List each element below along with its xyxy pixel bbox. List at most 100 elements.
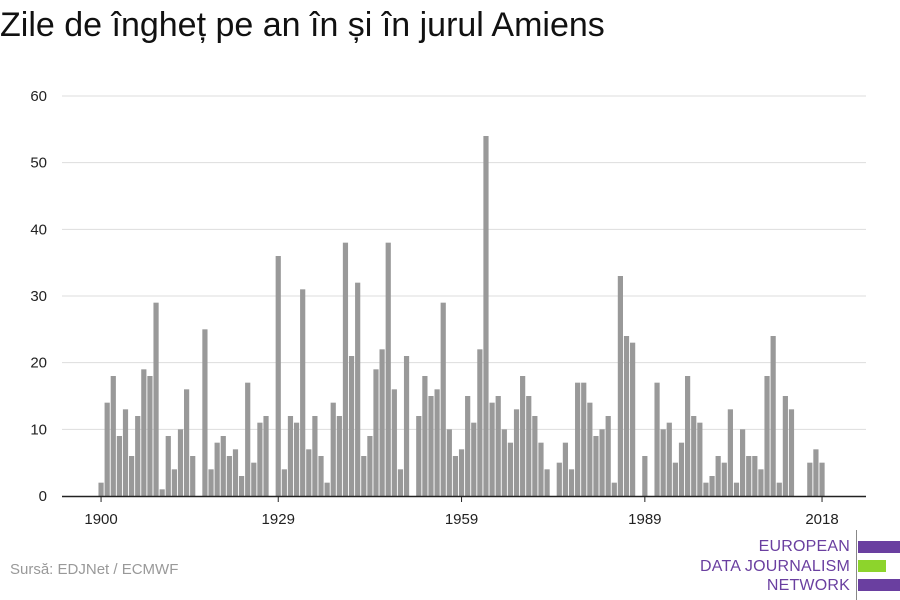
bar-2010 bbox=[770, 336, 776, 496]
bar-1932 bbox=[293, 422, 300, 496]
bar-2009 bbox=[764, 376, 770, 496]
bar-1931 bbox=[287, 416, 294, 496]
bar-1961 bbox=[471, 422, 477, 496]
bar-1905 bbox=[129, 456, 135, 496]
logo-line-1: EUROPEAN bbox=[758, 538, 850, 555]
bar-1975 bbox=[556, 462, 562, 496]
bar-1922 bbox=[232, 449, 239, 496]
bar-1998 bbox=[697, 422, 703, 496]
bar-1970 bbox=[526, 396, 532, 496]
logo-divider bbox=[856, 530, 857, 600]
bar-1968 bbox=[513, 409, 520, 496]
bar-1944 bbox=[367, 436, 373, 496]
bar-1994 bbox=[672, 462, 678, 496]
bar-1939 bbox=[336, 416, 342, 496]
bar-2018 bbox=[819, 462, 825, 496]
bar-1924 bbox=[245, 382, 251, 496]
bar-2002 bbox=[721, 462, 727, 496]
logo-line-2: DATA JOURNALISM bbox=[700, 558, 850, 575]
bar-1919 bbox=[214, 442, 220, 496]
bar-1983 bbox=[605, 416, 611, 496]
bar-1978 bbox=[575, 382, 581, 496]
bar-1949 bbox=[397, 469, 404, 496]
y-tick-label: 30 bbox=[30, 288, 47, 305]
x-tick-label: 1929 bbox=[262, 511, 295, 528]
edjnet-logo[interactable]: EUROPEAN DATA JOURNALISM NETWORK bbox=[700, 530, 900, 600]
bar-1925 bbox=[251, 462, 257, 496]
y-tick-label: 0 bbox=[39, 488, 47, 505]
bar-1999 bbox=[703, 482, 709, 496]
bar-1918 bbox=[208, 469, 214, 496]
bar-1996 bbox=[685, 376, 691, 496]
bar-2008 bbox=[758, 469, 764, 496]
bar-1953 bbox=[422, 376, 428, 496]
bar-1941 bbox=[348, 356, 355, 496]
bar-1960 bbox=[465, 396, 471, 496]
bar-1902 bbox=[110, 376, 116, 496]
bar-1904 bbox=[122, 409, 129, 496]
y-tick-label: 50 bbox=[30, 155, 47, 172]
x-tick-label: 1900 bbox=[84, 511, 117, 528]
bar-1984 bbox=[611, 482, 617, 496]
bar-1985 bbox=[617, 276, 623, 496]
bar-1908 bbox=[147, 376, 153, 496]
bar-1954 bbox=[428, 396, 434, 496]
y-tick-label: 20 bbox=[30, 355, 47, 372]
bar-chart: 0 10 20 30 40 50 60 1900 1929 1959 1989 2018 bbox=[30, 88, 866, 528]
x-tick-label: 2018 bbox=[805, 511, 838, 528]
logo-bar-green bbox=[858, 560, 886, 572]
bar-1927 bbox=[263, 416, 269, 496]
bar-1923 bbox=[238, 476, 245, 496]
bar-1969 bbox=[520, 376, 526, 496]
bar-1901 bbox=[104, 402, 110, 496]
y-tick-label: 40 bbox=[30, 221, 47, 238]
bar-1906 bbox=[135, 416, 141, 496]
bar-1966 bbox=[501, 429, 507, 496]
bar-1973 bbox=[544, 469, 550, 496]
bar-2005 bbox=[740, 429, 746, 496]
bar-1945 bbox=[373, 369, 379, 496]
bar-1926 bbox=[257, 422, 263, 496]
bar-1907 bbox=[141, 369, 147, 496]
y-axis-ticks: 0 10 20 30 40 50 60 bbox=[30, 88, 47, 505]
x-tick-label: 1989 bbox=[628, 511, 661, 528]
bar-2001 bbox=[715, 456, 721, 496]
bar-1915 bbox=[190, 456, 196, 496]
bar-1997 bbox=[691, 416, 697, 496]
bar-1912 bbox=[171, 469, 177, 496]
bar-1976 bbox=[562, 442, 569, 496]
bar-1980 bbox=[587, 402, 593, 496]
bar-1948 bbox=[391, 389, 397, 496]
bar-1979 bbox=[581, 382, 587, 496]
bar-1917 bbox=[202, 329, 208, 496]
bar-1934 bbox=[306, 449, 312, 496]
bar-1967 bbox=[507, 442, 514, 496]
bar-1909 bbox=[153, 302, 159, 496]
bar-2016 bbox=[807, 462, 813, 496]
y-tick-label: 60 bbox=[30, 88, 47, 105]
gridlines bbox=[62, 95, 866, 430]
bar-1936 bbox=[318, 456, 324, 496]
bar-1911 bbox=[165, 436, 171, 496]
bar-1964 bbox=[489, 402, 495, 496]
y-tick-label: 10 bbox=[30, 421, 47, 438]
bars bbox=[98, 136, 825, 496]
bar-1981 bbox=[593, 436, 599, 496]
bar-1965 bbox=[495, 396, 501, 496]
bar-1977 bbox=[568, 469, 575, 496]
logo-bar-purple-bottom bbox=[858, 579, 900, 591]
bar-1935 bbox=[312, 416, 318, 496]
bar-1991 bbox=[654, 382, 660, 496]
bar-1959 bbox=[458, 449, 465, 496]
logo-bar-purple-top bbox=[858, 541, 900, 553]
bar-1993 bbox=[666, 422, 672, 496]
x-tick-label: 1959 bbox=[445, 511, 478, 528]
bar-1910 bbox=[159, 489, 165, 496]
bar-2011 bbox=[776, 482, 782, 496]
bar-2007 bbox=[752, 456, 758, 496]
bar-1971 bbox=[532, 416, 538, 496]
bar-1938 bbox=[330, 402, 336, 496]
bar-1933 bbox=[300, 289, 306, 496]
bar-1995 bbox=[678, 442, 685, 496]
bar-1920 bbox=[220, 436, 226, 496]
